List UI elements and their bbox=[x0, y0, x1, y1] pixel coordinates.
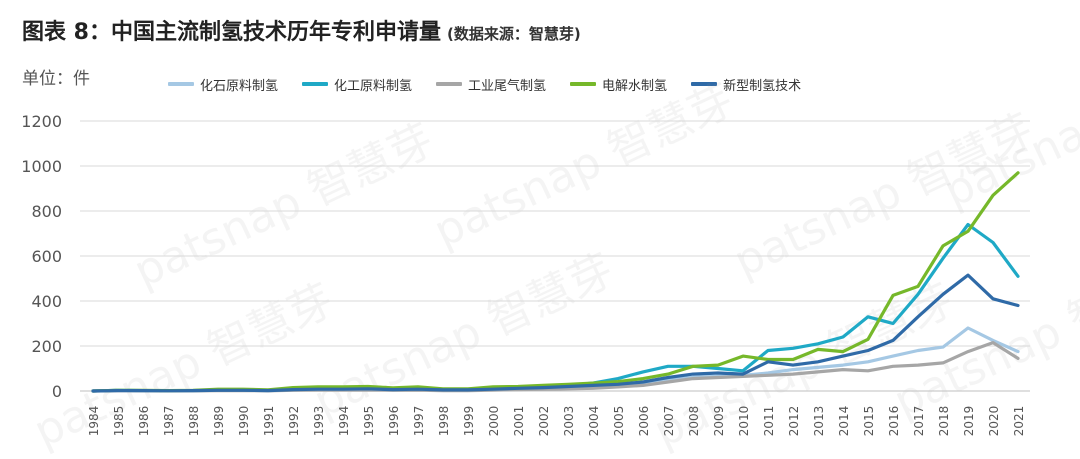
x-tick-label: 1988 bbox=[187, 406, 201, 437]
legend-item-3: 工业尾气制氢 bbox=[436, 75, 546, 94]
legend-label: 电解水制氢 bbox=[602, 78, 668, 94]
series-line-5 bbox=[91, 273, 1020, 393]
y-tick-label: 1200 bbox=[21, 112, 62, 131]
series-line-2 bbox=[91, 222, 1020, 393]
chart-legend: 化石原料制氢 化工原料制氢 工业尾气制氢 电解水制氢 新型制氢技术 bbox=[168, 74, 801, 94]
x-tick-label: 1986 bbox=[137, 406, 151, 437]
y-tick-label: 0 bbox=[52, 382, 62, 401]
legend-swatch bbox=[168, 82, 194, 86]
x-tick-label: 1990 bbox=[237, 406, 251, 437]
y-tick-label: 400 bbox=[31, 292, 62, 311]
legend-label: 化工原料制氢 bbox=[334, 78, 413, 94]
x-tick-label: 2006 bbox=[637, 406, 651, 437]
y-tick-label: 1000 bbox=[21, 157, 62, 176]
legend-swatch bbox=[302, 82, 329, 86]
x-tick-label: 2009 bbox=[712, 406, 726, 437]
x-tick-label: 2020 bbox=[987, 406, 1001, 437]
legend-label: 新型制氢技术 bbox=[723, 78, 802, 94]
x-tick-label: 1994 bbox=[337, 406, 351, 437]
legend-swatch bbox=[570, 82, 597, 86]
x-tick-label: 1993 bbox=[312, 406, 326, 437]
x-tick-label: 2004 bbox=[587, 406, 601, 437]
x-tick-label: 1999 bbox=[462, 406, 476, 437]
series-line-1 bbox=[91, 326, 1020, 393]
x-tick-label: 2013 bbox=[812, 406, 826, 437]
legend-label: 工业尾气制氢 bbox=[468, 78, 547, 94]
x-tick-label: 2018 bbox=[937, 406, 951, 437]
x-tick-label: 1995 bbox=[362, 406, 376, 437]
y-tick-label: 800 bbox=[31, 202, 62, 221]
chart-title-text: 图表 8：中国主流制氢技术历年专利申请量 bbox=[22, 20, 441, 45]
x-tick-label: 2001 bbox=[512, 406, 526, 437]
x-tick-label: 1998 bbox=[437, 406, 451, 437]
y-tick-label: 200 bbox=[31, 337, 62, 356]
legend-item-2: 化工原料制氢 bbox=[302, 75, 412, 94]
x-tick-label: 2016 bbox=[887, 406, 901, 437]
x-tick-label: 2012 bbox=[787, 406, 801, 437]
x-tick-label: 2019 bbox=[962, 406, 976, 437]
x-tick-label: 2010 bbox=[737, 406, 751, 437]
x-tick-label: 2015 bbox=[862, 406, 876, 437]
x-tick-label: 1984 bbox=[87, 406, 101, 437]
x-tick-label: 1985 bbox=[112, 406, 126, 437]
x-tick-label: 1991 bbox=[262, 406, 276, 437]
legend-item-5: 新型制氢技术 bbox=[691, 75, 801, 94]
x-tick-label: 1989 bbox=[212, 406, 226, 437]
x-tick-label: 1987 bbox=[162, 406, 176, 437]
x-tick-label: 2011 bbox=[762, 406, 776, 437]
x-tick-label: 2000 bbox=[487, 406, 501, 437]
x-tick-label: 2021 bbox=[1012, 406, 1026, 437]
legend-label: 化石原料制氢 bbox=[200, 78, 279, 94]
legend-item-1: 化石原料制氢 bbox=[168, 75, 278, 94]
x-tick-label: 2002 bbox=[537, 406, 551, 437]
x-tick-label: 2008 bbox=[687, 406, 701, 437]
x-tick-label: 2005 bbox=[612, 406, 626, 437]
legend-swatch bbox=[691, 82, 718, 86]
x-tick-label: 2017 bbox=[912, 406, 926, 437]
y-tick-label: 600 bbox=[31, 247, 62, 266]
x-tick-label: 1997 bbox=[412, 406, 426, 437]
x-tick-label: 2007 bbox=[662, 406, 676, 437]
legend-item-4: 电解水制氢 bbox=[570, 75, 667, 94]
x-tick-label: 2003 bbox=[562, 406, 576, 437]
x-tick-label: 1996 bbox=[387, 406, 401, 437]
chart-title: 图表 8：中国主流制氢技术历年专利申请量 (数据来源：智慧芽) bbox=[22, 14, 581, 46]
chart-source: (数据来源：智慧芽) bbox=[446, 25, 581, 43]
x-tick-label: 1992 bbox=[287, 406, 301, 437]
line-chart: 0 200 400 600 800 1000 1200 1984 1985 1986 1987 198… bbox=[21, 112, 1030, 437]
legend-swatch bbox=[436, 82, 463, 86]
x-tick-label: 2014 bbox=[837, 406, 851, 437]
y-axis-unit-label: 单位：件 bbox=[22, 69, 90, 89]
